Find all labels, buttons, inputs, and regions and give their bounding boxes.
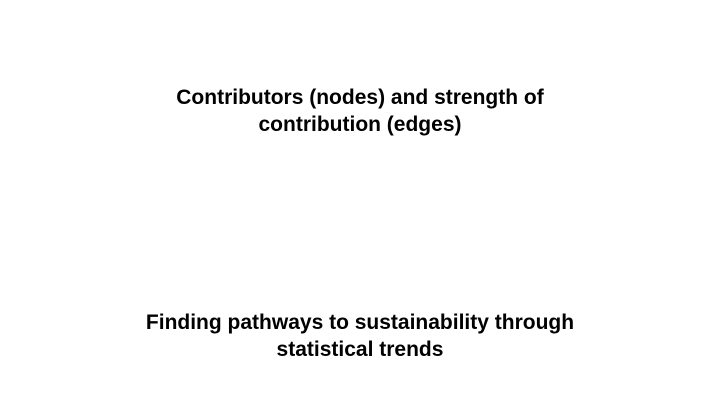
pathways-heading: Finding pathways to sustainability throu… <box>0 309 720 363</box>
pathways-heading-line-2: statistical trends <box>276 338 444 361</box>
contributors-heading-line-2: contribution (edges) <box>258 113 462 136</box>
contributors-heading: Contributors (nodes) and strength of con… <box>0 84 720 138</box>
pathways-heading-line-1: Finding pathways to sustainability throu… <box>145 311 575 334</box>
contributors-heading-line-1: Contributors (nodes) and strength of <box>176 86 544 109</box>
